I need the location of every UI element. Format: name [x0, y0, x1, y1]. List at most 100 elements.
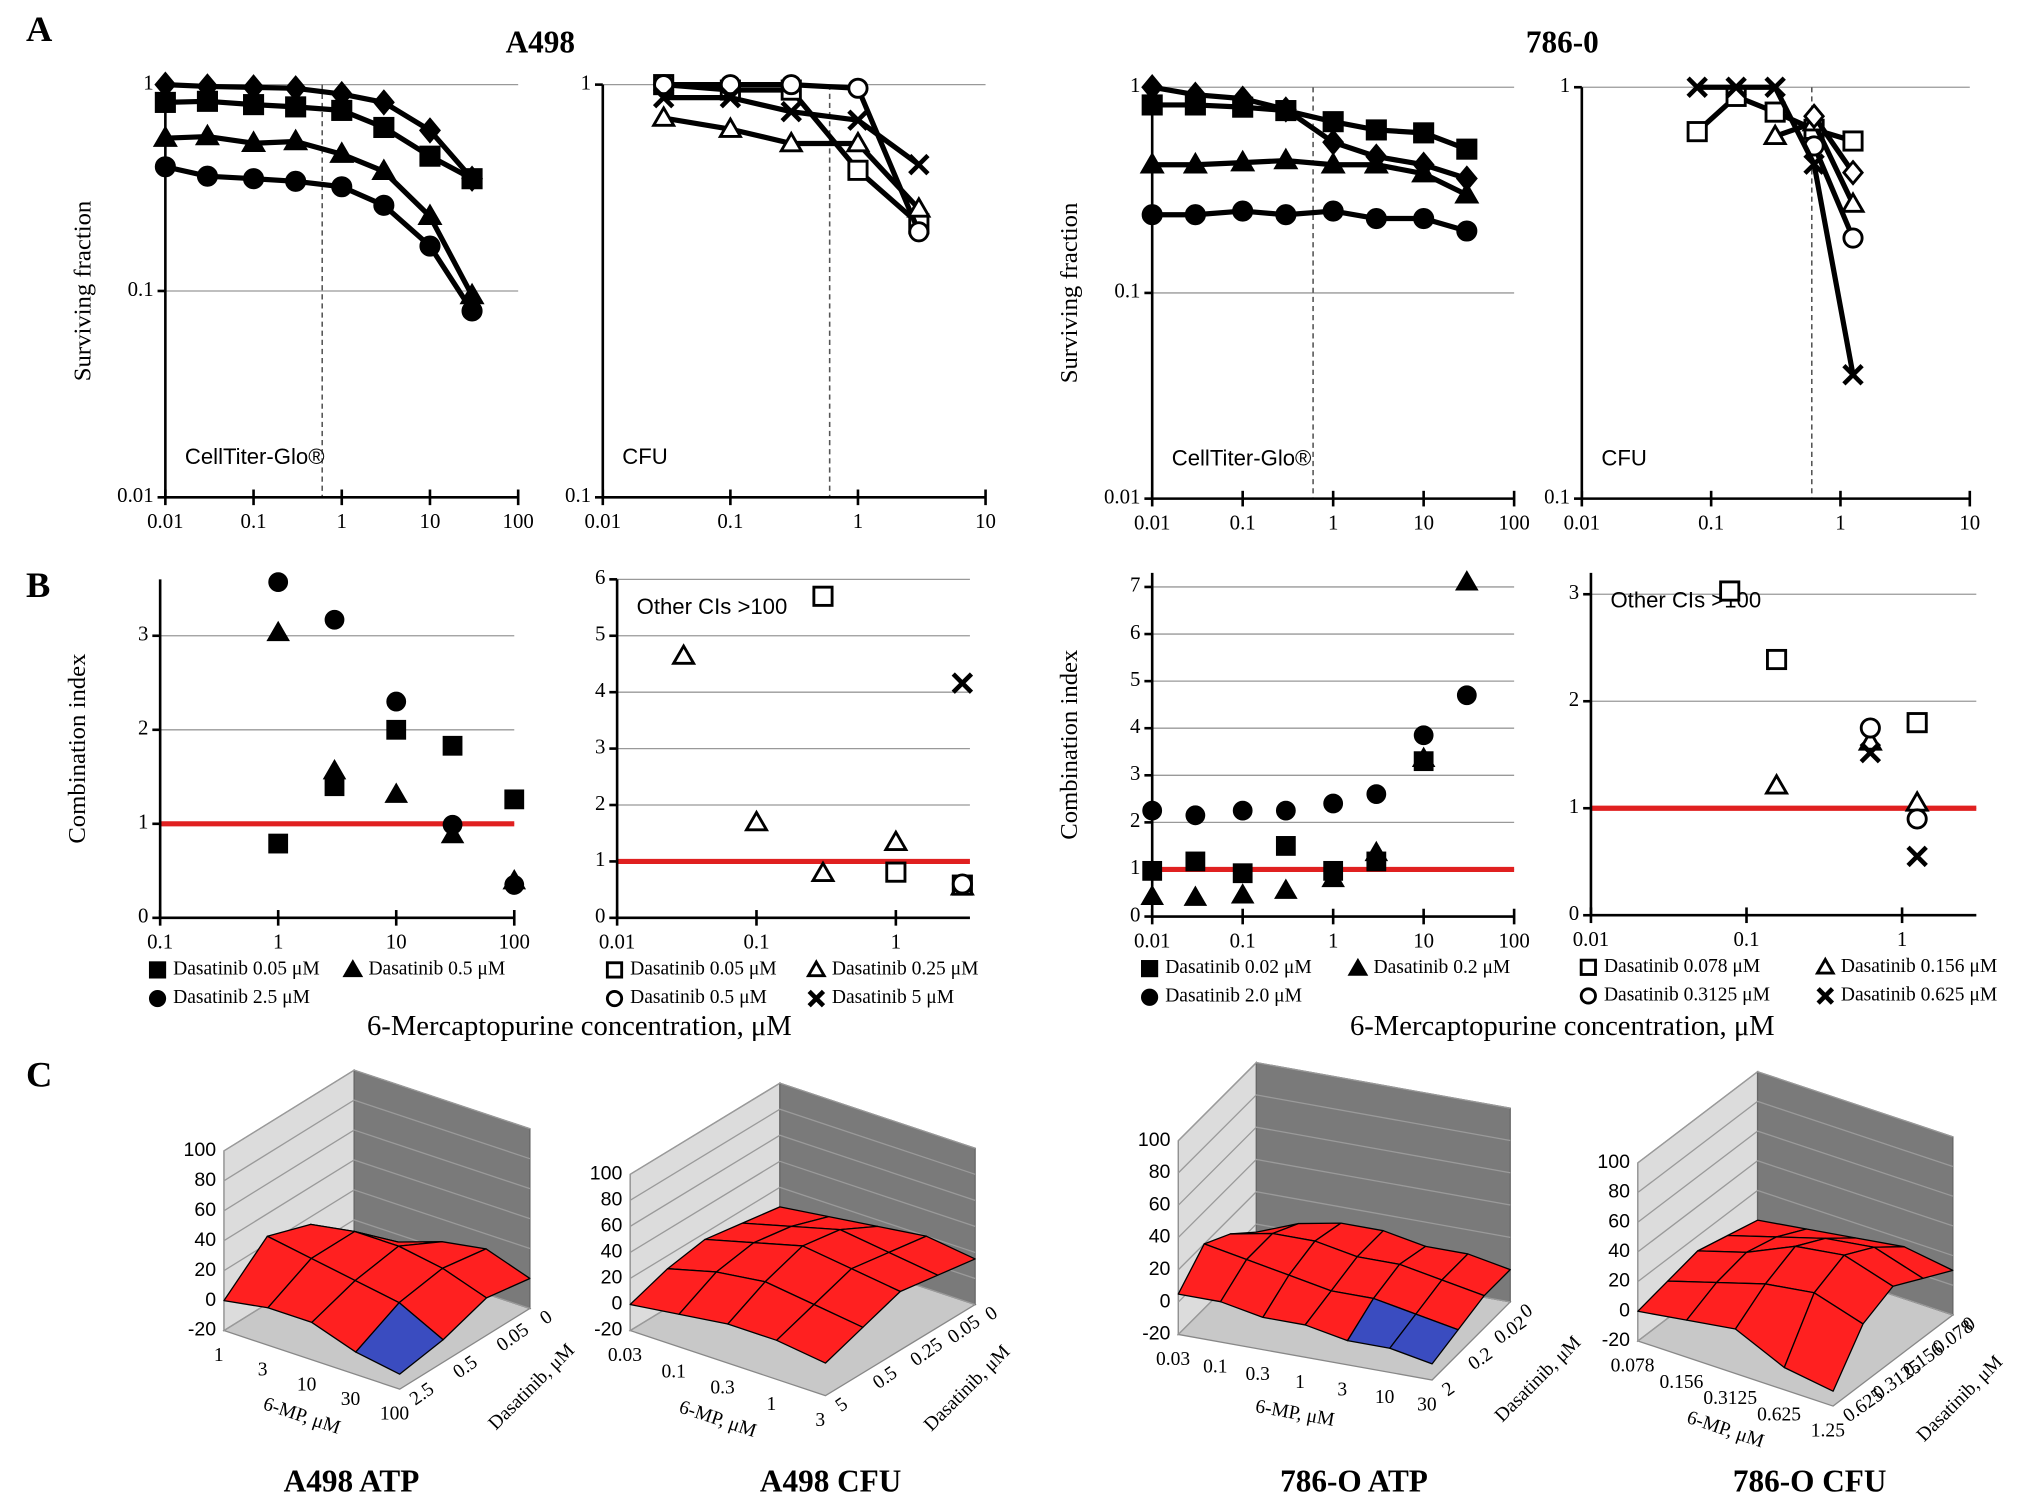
legend-marker	[805, 959, 827, 978]
z-tick-label: 40	[601, 1241, 623, 1263]
y-tick-label: 6	[1130, 620, 1140, 644]
y-axis-label: Dasatinib, μM	[485, 1340, 579, 1434]
z-tick-label: 20	[194, 1259, 216, 1281]
marker	[196, 90, 218, 112]
x-tick-label: 1	[337, 509, 347, 533]
marker	[418, 117, 441, 144]
series-line	[1811, 144, 1856, 240]
grid-line	[1177, 1094, 1511, 1174]
marker	[1182, 151, 1208, 174]
marker	[1456, 138, 1478, 160]
z-tick-label: 0	[611, 1293, 622, 1315]
y-tick-label: 3	[595, 734, 605, 758]
marker	[1906, 712, 1928, 734]
legend-label: Dasatinib 2.0 μM	[1165, 986, 1302, 1007]
marker	[1232, 863, 1253, 884]
marker	[373, 116, 395, 139]
y-tick-label: 1	[1569, 794, 1579, 818]
marker	[194, 123, 220, 146]
annotation: CFU	[622, 444, 667, 469]
legend-marker	[1814, 956, 1836, 975]
y-tick-label: 0	[1569, 901, 1579, 925]
marker	[1363, 151, 1389, 174]
y-tick-label: 0.5	[450, 1352, 482, 1383]
marker	[331, 99, 353, 121]
y-tick-label: 6	[595, 565, 605, 589]
x-tick-label: 1	[1295, 1372, 1305, 1393]
marker	[1764, 76, 1786, 98]
marker	[442, 735, 463, 756]
marker	[1454, 181, 1480, 204]
x-tick-label: 0.03	[1156, 1349, 1190, 1370]
marker	[1142, 800, 1163, 821]
marker	[1275, 204, 1297, 226]
marker	[743, 809, 769, 832]
x-tick-label: 10	[420, 509, 441, 533]
surface-cell	[1389, 1313, 1459, 1365]
x-tick-label: 100	[380, 1404, 410, 1425]
z-tick-label: 20	[1608, 1270, 1630, 1292]
y-axis-label: Combination index	[64, 653, 91, 844]
y-tick-label: 3	[1130, 761, 1140, 785]
x-tick-label: 1	[1328, 928, 1338, 952]
marker	[1840, 191, 1866, 213]
x-tick-label: 0.1	[1230, 510, 1256, 534]
marker	[1764, 772, 1790, 795]
surface-cell	[1783, 1292, 1864, 1392]
group-title: 786-0	[1526, 25, 1599, 60]
y-tick-label: 0	[1130, 902, 1140, 926]
y-tick-label: 2	[1130, 808, 1140, 832]
x-tick-label: 1	[1897, 927, 1907, 951]
grid-line	[1177, 1061, 1511, 1142]
x-tick-label: 0.1	[662, 1361, 686, 1382]
x-tick-label: 0.625	[1757, 1404, 1801, 1425]
marker	[1762, 123, 1788, 145]
marker	[1232, 96, 1254, 118]
legend-marker	[148, 989, 167, 1008]
x-tick-label: 0.01	[147, 509, 183, 533]
y-tick-label: 0.01	[1104, 484, 1140, 508]
marker	[285, 170, 307, 192]
marker	[1322, 200, 1344, 222]
grid-line	[629, 1186, 976, 1280]
x-tick-label: 1	[1835, 510, 1845, 534]
marker	[1139, 151, 1165, 174]
marker	[1686, 121, 1708, 143]
x-tick-label: 0.01	[1564, 510, 1600, 534]
y-tick-label: 0.1	[565, 483, 591, 507]
annotation: CFU	[1601, 445, 1646, 470]
y-tick-label: 1	[1130, 73, 1140, 97]
x-axis-label: 6-MP, μM	[1684, 1407, 1766, 1452]
y-tick-label: 3	[1569, 580, 1579, 604]
marker	[951, 672, 974, 694]
x-tick-label: 0.1	[147, 930, 173, 954]
y-tick-label: 0.1	[128, 277, 154, 301]
z-tick-label: 80	[194, 1169, 216, 1191]
marker	[1141, 204, 1163, 226]
x-axis-label: 6-Mercaptopurine concentration, μM	[1350, 1010, 1775, 1042]
legend-marker	[1141, 960, 1159, 978]
x-tick-label: 3	[258, 1360, 268, 1381]
y-tick-label: 1	[581, 70, 591, 94]
series-line	[1811, 114, 1856, 175]
marker	[1232, 200, 1254, 222]
marker	[241, 130, 267, 152]
marker	[1322, 129, 1345, 156]
legend-label: Dasatinib 5 μM	[832, 987, 954, 1008]
legend-marker	[1141, 988, 1159, 1006]
y-axis-label: Surviving fraction	[1056, 203, 1083, 384]
x-tick-label: 0.01	[1134, 928, 1170, 952]
z-tick-label: 0	[1619, 1299, 1630, 1321]
marker	[1274, 878, 1298, 899]
legend-label: Dasatinib 0.02 μM	[1165, 957, 1312, 978]
marker	[1184, 94, 1206, 116]
legend-label: Dasatinib 0.25 μM	[832, 958, 979, 979]
marker	[1842, 227, 1864, 249]
marker	[266, 620, 290, 642]
legend-label: Dasatinib 0.05 μM	[630, 958, 777, 979]
marker	[1273, 147, 1299, 170]
x-tick-label: 0.1	[1698, 510, 1724, 534]
y-tick-label: 0.1	[1544, 484, 1570, 508]
x-tick-label: 1	[891, 930, 901, 954]
grid-line	[1637, 1100, 1954, 1194]
